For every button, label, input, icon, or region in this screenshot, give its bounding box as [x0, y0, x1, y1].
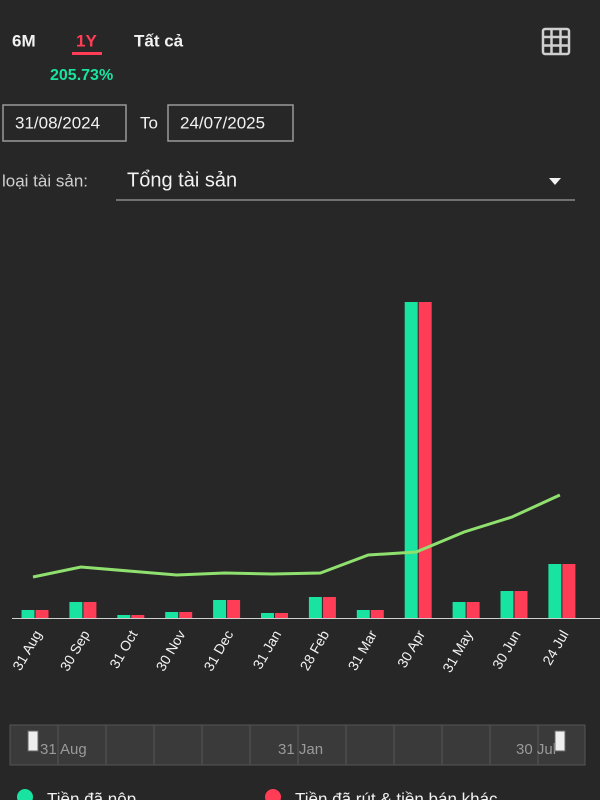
bar [548, 564, 562, 618]
bar [466, 602, 480, 618]
navigator-label: 31 Aug [40, 741, 87, 758]
x-tick-label: 31 May [439, 627, 476, 675]
tab[interactable]: 6M [12, 31, 36, 50]
x-tick-label: 31 Jan [249, 627, 284, 671]
bar [261, 613, 274, 618]
bar [514, 591, 528, 618]
x-tick-label: 24 Jul [539, 627, 572, 667]
bar [404, 302, 418, 618]
bar [452, 602, 466, 618]
date-from[interactable]: 31/08/2024 [15, 113, 100, 132]
navigator-label: 30 Jul [516, 741, 556, 758]
bar [179, 612, 193, 618]
tab[interactable]: Tất cả [134, 31, 184, 50]
date-from-box[interactable] [2, 104, 127, 142]
bar [131, 615, 145, 618]
legend-swatch [17, 789, 33, 800]
bar [562, 564, 576, 618]
line [32, 493, 561, 579]
x-tick-label: 30 Sep [57, 627, 93, 674]
x-tick-label: 31 Oct [106, 627, 141, 671]
bar [117, 615, 131, 618]
navigator-label: 31 Jan [278, 741, 323, 758]
date-to-label: To [140, 113, 158, 132]
x-tick-label: 31 Mar [344, 627, 380, 673]
bar [21, 610, 35, 618]
legend-label: Tiền đã rút & tiền bán khác [295, 789, 498, 800]
tab-active[interactable]: 1Y [76, 31, 97, 50]
bar [165, 612, 179, 618]
date-to[interactable]: 24/07/2025 [180, 113, 265, 132]
x-tick-label: 30 Nov [152, 627, 188, 673]
x-tick-label: 30 Jun [489, 627, 524, 671]
navigator-handle[interactable] [554, 730, 566, 752]
bar [322, 597, 336, 618]
asset-type-label: loại tài sản: [2, 171, 88, 190]
return-percentage: 205.73% [50, 67, 113, 84]
legend-label: Tiền đã nộp [47, 789, 136, 800]
bar [500, 591, 514, 618]
date-to-box[interactable] [167, 104, 294, 142]
x-tick-label: 28 Feb [297, 627, 333, 673]
x-tick-label: 30 Apr [394, 627, 428, 670]
asset-type-value[interactable]: Tổng tài sản [127, 169, 237, 191]
x-tick-label: 31 Dec [200, 627, 236, 673]
tab-underline [72, 52, 102, 55]
bar [275, 613, 288, 618]
bar [356, 610, 370, 618]
bar [35, 610, 49, 618]
bar [418, 302, 432, 618]
bar [83, 602, 97, 618]
x-tick-label: 31 Aug [9, 627, 45, 673]
dropdown-arrow[interactable] [549, 178, 561, 185]
bar [370, 610, 384, 618]
table-icon[interactable] [541, 27, 571, 56]
bar [308, 597, 322, 618]
bar [227, 600, 241, 618]
bar [69, 602, 83, 618]
navigator-handle[interactable] [27, 730, 39, 752]
legend-swatch [265, 789, 281, 800]
bar [213, 600, 227, 618]
